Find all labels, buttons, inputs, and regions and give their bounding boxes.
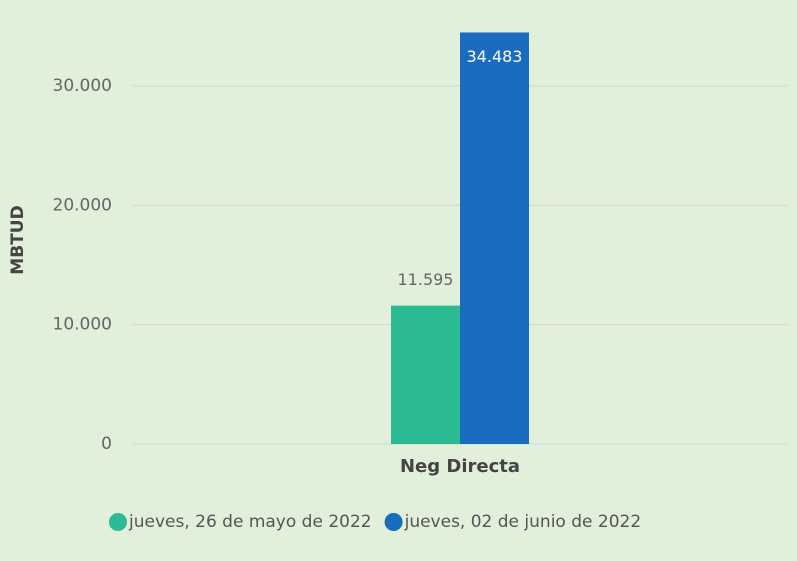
bar	[460, 32, 529, 444]
data-label: 34.483	[467, 47, 523, 66]
y-tick-label: 10.000	[53, 315, 112, 335]
y-tick-label: 30.000	[53, 76, 112, 96]
bar	[391, 305, 460, 444]
y-tick-label: 20.000	[53, 195, 112, 215]
legend-label: jueves, 02 de junio de 2022	[404, 512, 642, 532]
x-tick-label: Neg Directa	[400, 456, 520, 477]
y-axis-title: MBTUD	[8, 205, 28, 274]
legend-marker	[384, 513, 403, 531]
data-label: 11.595	[398, 270, 454, 289]
legend-marker	[109, 513, 127, 531]
y-tick-label: 0	[101, 434, 112, 454]
legend-label: jueves, 26 de mayo de 2022	[128, 512, 372, 532]
